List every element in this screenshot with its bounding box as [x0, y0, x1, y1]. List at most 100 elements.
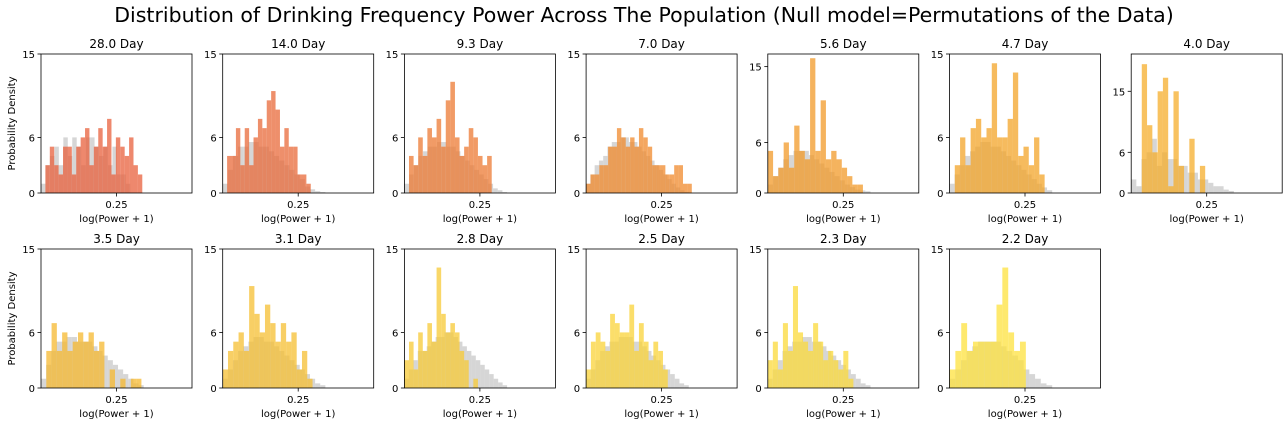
observed-bar: [1002, 137, 1008, 193]
x-tick-label: 0.25: [650, 200, 672, 211]
observed-bar: [808, 350, 814, 388]
observed-bar: [1189, 138, 1195, 193]
observed-bar: [665, 174, 670, 193]
null-bar: [315, 383, 321, 388]
observed-bar: [815, 150, 821, 193]
observed-bar: [1002, 267, 1009, 388]
observed-bar: [431, 137, 437, 193]
y-tick-label: 0: [29, 189, 35, 200]
observed-bar: [838, 369, 844, 388]
observed-bar: [107, 118, 112, 193]
observed-bar: [257, 118, 263, 193]
observed-bar: [669, 174, 675, 193]
observed-bar: [240, 165, 245, 193]
null-bar: [949, 183, 955, 193]
null-bar: [1218, 186, 1224, 193]
observed-bar: [413, 165, 419, 193]
null-bar: [865, 385, 871, 388]
observed-bar: [436, 267, 442, 388]
observed-bar: [586, 183, 591, 193]
observed-bar: [445, 332, 451, 388]
x-axis-label: log(Power + 1): [79, 214, 153, 225]
y-tick-label: 0: [755, 189, 761, 200]
observed-bar: [464, 146, 469, 193]
observed-bar: [1014, 350, 1020, 388]
null-bar: [475, 360, 481, 388]
x-axis-label: log(Power + 1): [261, 214, 335, 225]
observed-bar: [984, 341, 991, 388]
observed-bar: [1034, 137, 1040, 193]
subplot: 0 6 15 0.25 7.0 Day log(Power + 1): [567, 37, 738, 225]
observed-bar: [643, 341, 649, 388]
observed-bar: [450, 323, 455, 388]
observed-bar: [600, 341, 606, 388]
observed-bar: [413, 369, 419, 388]
observed-bar: [98, 128, 103, 193]
observed-bar: [231, 155, 236, 193]
observed-bar: [222, 369, 228, 388]
x-axis-label: log(Power + 1): [988, 214, 1062, 225]
observed-bar: [612, 146, 617, 193]
observed-bar: [777, 369, 783, 388]
observed-bar: [51, 323, 57, 388]
null-bar: [1047, 190, 1053, 193]
observed-bar: [960, 137, 966, 193]
observed-bar: [270, 323, 276, 388]
y-tick-label: 0: [1119, 189, 1125, 200]
observed-bar: [1152, 152, 1158, 193]
subplot: 0 6 15 0.25 3.5 Day log(Power + 1) Probability…: [7, 232, 193, 420]
y-axis-label: Probability Density: [7, 76, 18, 170]
observed-bar: [825, 159, 832, 193]
observed-bar: [787, 350, 793, 388]
observed-bar: [605, 350, 611, 388]
y-tick-label: 6: [574, 133, 580, 144]
observed-bar: [1039, 174, 1045, 193]
y-tick-label: 6: [755, 328, 761, 339]
y-tick-label: 6: [392, 133, 398, 144]
observed-bar: [660, 165, 666, 193]
observed-bar: [71, 174, 77, 193]
observed-bar: [482, 165, 488, 193]
observed-bar: [275, 109, 280, 193]
observed-bar: [590, 174, 595, 193]
observed-bar: [115, 137, 121, 193]
y-tick-label: 0: [210, 384, 216, 395]
subplot: 0 6 15 0.25 4.7 Day log(Power + 1): [931, 37, 1101, 225]
null-bar: [493, 378, 499, 388]
observed-bar: [682, 183, 688, 193]
observed-bar: [1007, 118, 1013, 193]
observed-bar: [249, 165, 254, 193]
null-bar: [41, 183, 46, 193]
observed-bar: [249, 286, 255, 388]
observed-bar: [630, 137, 635, 193]
observed-bar: [450, 81, 455, 193]
null-bar: [320, 385, 326, 388]
x-axis-label: log(Power + 1): [988, 409, 1062, 420]
observed-bar: [63, 146, 68, 193]
observed-bar: [93, 350, 100, 388]
y-tick-label: 0: [210, 189, 216, 200]
observed-bar: [997, 137, 1003, 193]
observed-bar: [422, 350, 428, 388]
null-bar: [1136, 186, 1142, 193]
null-bar: [1131, 179, 1137, 193]
observed-bar: [625, 146, 631, 193]
observed-bar: [1168, 186, 1174, 193]
observed-bar: [301, 350, 308, 388]
observed-bar: [85, 128, 90, 193]
observed-bar: [473, 137, 478, 193]
observed-bar: [638, 128, 644, 193]
x-tick-label: 0.25: [287, 395, 309, 406]
observed-bar: [772, 341, 778, 388]
y-tick-label: 6: [574, 328, 580, 339]
observed-bar: [967, 350, 973, 388]
observed-bar: [54, 165, 59, 193]
subplot-title: 2.5 Day: [638, 232, 685, 246]
x-axis-label: log(Power + 1): [806, 214, 880, 225]
null-bar: [102, 355, 108, 388]
x-tick-label: 0.25: [287, 200, 309, 211]
x-tick-label: 0.25: [650, 395, 672, 406]
observed-bar: [1023, 146, 1029, 193]
x-axis-label: log(Power + 1): [443, 214, 517, 225]
observed-bar: [88, 332, 94, 388]
